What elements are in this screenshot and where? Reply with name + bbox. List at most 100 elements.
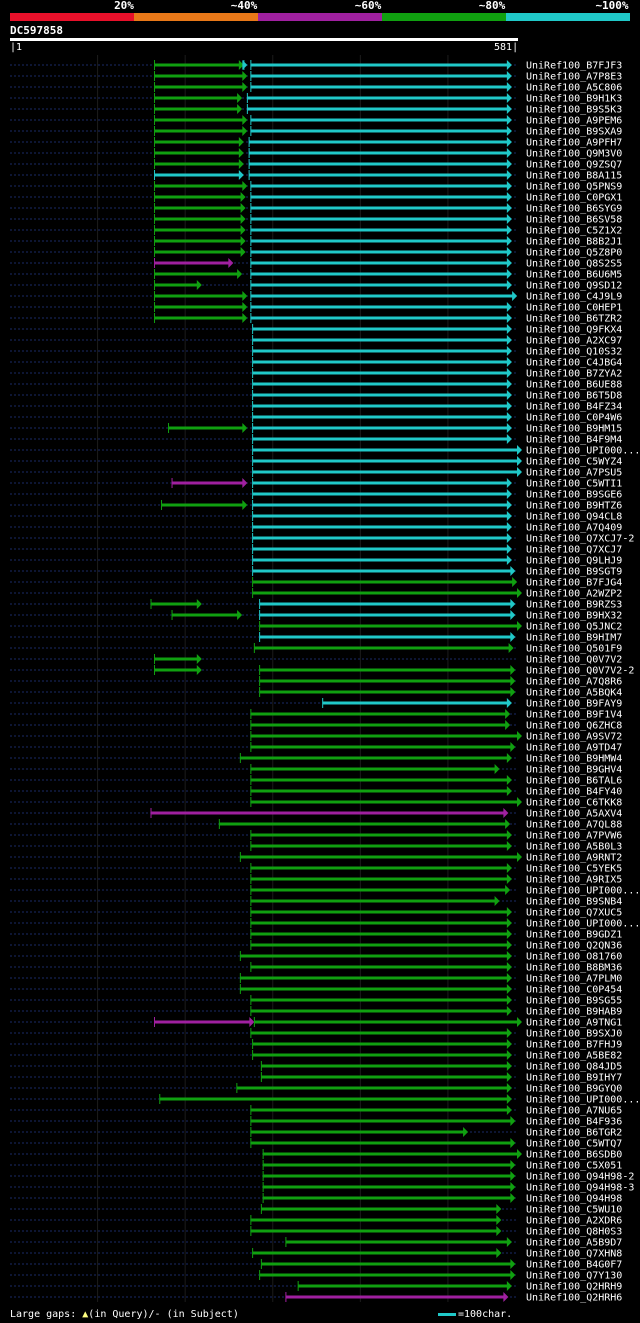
- hsp-end-arrow: [242, 181, 248, 191]
- hit-label: UniRef100_B6SV58: [526, 215, 622, 226]
- hsp-segment: [261, 1075, 508, 1079]
- hsp-end-arrow: [506, 951, 512, 961]
- hsp-end-arrow: [506, 181, 512, 191]
- hsp-end-arrow: [506, 302, 512, 312]
- hsp-segment: [240, 855, 518, 859]
- hsp-segment: [250, 1031, 508, 1035]
- hit-label: UniRef100_Q94H98-3: [526, 1183, 634, 1194]
- hit-label: UniRef100_B6SYG9: [526, 204, 622, 215]
- hit-label: UniRef100_A2XC97: [526, 336, 622, 347]
- hsp-end-arrow: [506, 236, 512, 246]
- hsp-segment: [154, 1020, 251, 1024]
- hit-label: UniRef100_A7PSU5: [526, 468, 622, 479]
- hsp-segment: [252, 371, 508, 375]
- hsp-segment: [252, 437, 508, 441]
- hsp-segment: [252, 580, 514, 584]
- hsp-segment: [250, 877, 508, 881]
- hsp-segment: [154, 272, 239, 276]
- hit-label: UniRef100_B9SG55: [526, 996, 622, 1007]
- hsp-segment: [154, 217, 242, 221]
- hsp-segment: [252, 547, 508, 551]
- hit-label: UniRef100_Q94H98: [526, 1194, 622, 1205]
- hsp-end-arrow: [242, 82, 248, 92]
- hit-label: UniRef100_C5X051: [526, 1161, 622, 1172]
- hit-label: UniRef100_B9SXJ0: [526, 1029, 622, 1040]
- hsp-segment: [250, 1130, 465, 1134]
- hit-label: UniRef100_B9HX32: [526, 611, 622, 622]
- hit-label: UniRef100_C4J9L9: [526, 292, 622, 303]
- hsp-end-arrow: [517, 588, 522, 598]
- hsp-segment: [154, 239, 242, 243]
- hsp-segment: [250, 250, 508, 254]
- hit-label: UniRef100_B7FJG4: [526, 578, 622, 589]
- hsp-segment: [285, 1295, 505, 1299]
- hit-label: UniRef100_C5WU10: [526, 1205, 622, 1216]
- hit-label: UniRef100_B8B2J1: [526, 237, 622, 248]
- hsp-end-arrow: [196, 665, 202, 675]
- hsp-end-arrow: [512, 577, 518, 587]
- hsp-end-arrow: [249, 1017, 255, 1027]
- hsp-end-arrow: [517, 621, 522, 631]
- hsp-end-arrow: [238, 159, 244, 169]
- hsp-end-arrow: [240, 225, 246, 235]
- hsp-segment: [172, 613, 239, 617]
- hsp-end-arrow: [196, 654, 202, 664]
- hsp-segment: [252, 382, 508, 386]
- hsp-segment: [159, 1097, 508, 1101]
- hsp-segment: [250, 1108, 508, 1112]
- hit-label: UniRef100_Q7XCJ7-2: [526, 534, 634, 545]
- query-sequence-bar: [10, 38, 518, 41]
- hsp-end-arrow: [506, 489, 512, 499]
- hsp-end-arrow: [242, 115, 248, 125]
- identity-color-legend: [10, 13, 630, 21]
- hit-label: UniRef100_B9HIM7: [526, 633, 622, 644]
- hsp-end-arrow: [506, 192, 512, 202]
- hsp-end-arrow: [506, 753, 512, 763]
- hsp-end-arrow: [506, 148, 512, 158]
- hsp-end-arrow: [510, 1270, 516, 1280]
- hsp-end-arrow: [517, 797, 522, 807]
- hsp-end-arrow: [506, 522, 512, 532]
- legend-label-60: ~60%: [354, 0, 382, 12]
- hit-label: UniRef100_C0PGX1: [526, 193, 622, 204]
- hit-label: UniRef100_B9SNB4: [526, 897, 622, 908]
- hsp-segment: [263, 1152, 518, 1156]
- hit-label: UniRef100_B9HM15: [526, 424, 622, 435]
- hsp-segment: [252, 327, 508, 331]
- hsp-segment: [252, 338, 508, 342]
- hsp-segment: [154, 283, 198, 287]
- hsp-segment: [259, 690, 512, 694]
- hsp-segment: [250, 723, 507, 727]
- hit-label: UniRef100_C5WTI1: [526, 479, 622, 490]
- hsp-end-arrow: [503, 808, 509, 818]
- hsp-segment: [250, 866, 508, 870]
- hsp-segment: [154, 162, 240, 166]
- hsp-end-arrow: [506, 1083, 512, 1093]
- hsp-segment: [250, 316, 508, 320]
- hsp-end-arrow: [237, 104, 243, 114]
- query-start-tick: |1: [10, 42, 23, 53]
- hsp-segment: [154, 294, 244, 298]
- hit-label: UniRef100_Q0V7V2: [526, 655, 622, 666]
- hsp-segment: [154, 305, 244, 309]
- hsp-end-arrow: [506, 1061, 512, 1071]
- hsp-segment: [263, 1174, 512, 1178]
- hsp-end-arrow: [517, 852, 522, 862]
- hsp-end-arrow: [238, 137, 244, 147]
- legend-label-80: ~80%: [478, 0, 506, 12]
- hsp-end-arrow: [506, 368, 512, 378]
- hsp-segment: [250, 63, 508, 67]
- hit-label: UniRef100_B4G0F7: [526, 1260, 622, 1271]
- hsp-end-arrow: [506, 324, 512, 334]
- hsp-segment: [250, 789, 508, 793]
- hsp-end-arrow: [506, 269, 512, 279]
- hit-label: UniRef100_Q10S32: [526, 347, 622, 358]
- hsp-segment: [261, 1262, 512, 1266]
- hsp-end-arrow: [506, 1094, 512, 1104]
- hsp-segment: [250, 283, 508, 287]
- hsp-end-arrow: [506, 533, 512, 543]
- hsp-end-arrow: [517, 731, 522, 741]
- hsp-end-arrow: [240, 247, 246, 257]
- hsp-end-arrow: [506, 973, 512, 983]
- hit-label: UniRef100_UPI000...: [526, 446, 640, 457]
